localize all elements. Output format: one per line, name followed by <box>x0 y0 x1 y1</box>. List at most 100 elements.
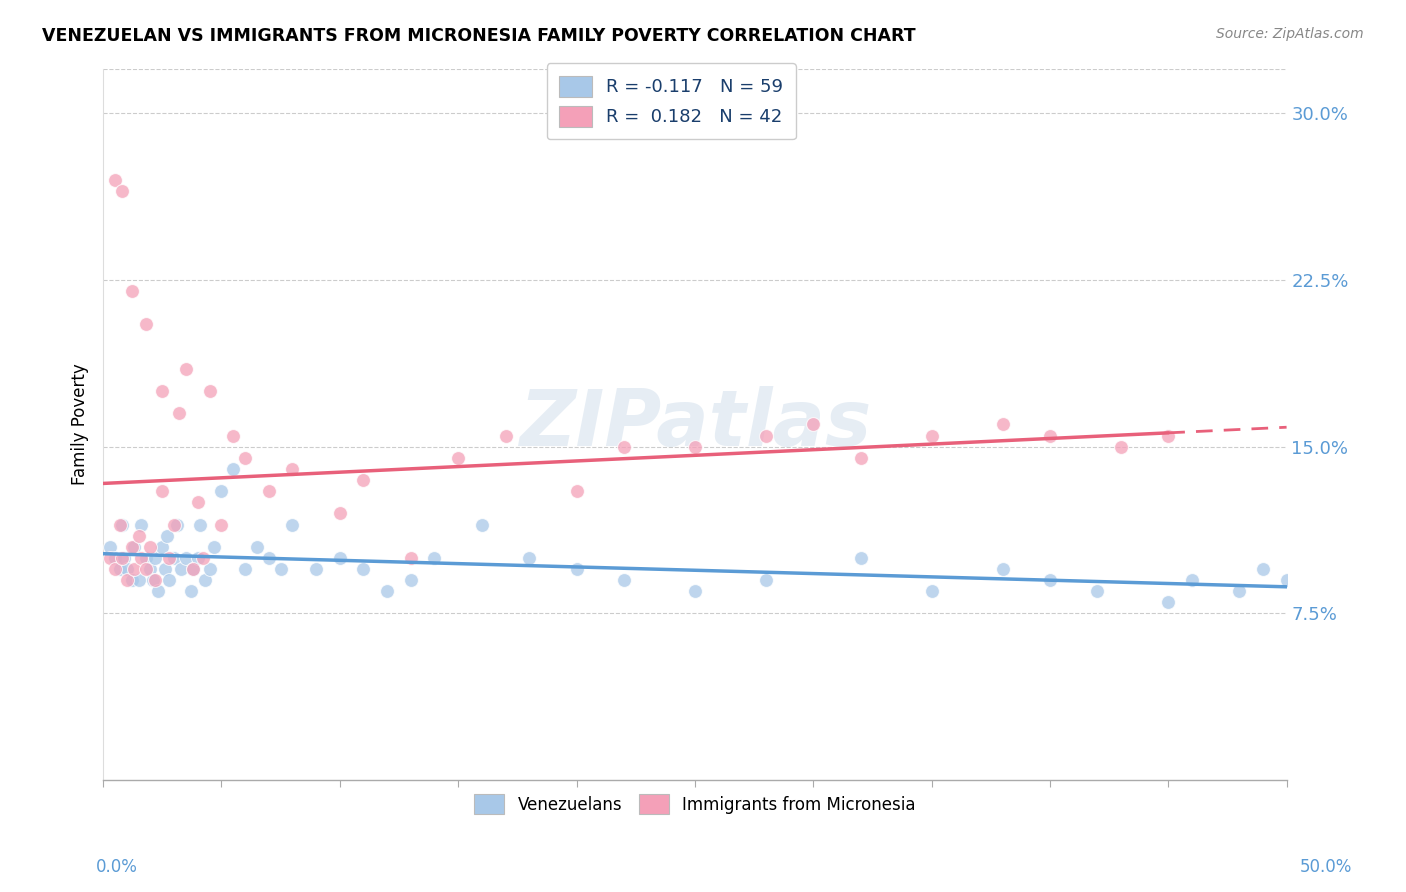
Point <box>423 550 446 565</box>
Point <box>121 540 143 554</box>
Point <box>187 550 209 565</box>
Point <box>991 417 1014 432</box>
Point <box>104 172 127 186</box>
Point <box>233 450 256 465</box>
Point <box>104 550 127 565</box>
Point <box>181 562 204 576</box>
Point <box>121 573 143 587</box>
Point <box>1181 573 1204 587</box>
Point <box>167 406 190 420</box>
Point <box>180 584 202 599</box>
Point <box>565 484 588 499</box>
Point <box>198 562 221 576</box>
Point <box>121 284 143 298</box>
Point <box>1275 573 1298 587</box>
Point <box>755 573 778 587</box>
Point <box>801 417 824 432</box>
Text: Source: ZipAtlas.com: Source: ZipAtlas.com <box>1216 27 1364 41</box>
Point <box>849 450 872 465</box>
Point <box>613 573 636 587</box>
Point <box>187 495 209 509</box>
Text: 50.0%: 50.0% <box>1301 858 1353 876</box>
Point <box>1157 428 1180 442</box>
Point <box>1251 562 1274 576</box>
Point <box>166 517 188 532</box>
Point <box>565 562 588 576</box>
Point <box>755 428 778 442</box>
Point <box>246 540 269 554</box>
Point <box>353 562 375 576</box>
Point <box>191 550 214 565</box>
Point <box>198 384 221 398</box>
Point <box>399 550 422 565</box>
Point <box>157 573 180 587</box>
Point <box>146 584 169 599</box>
Point <box>211 517 233 532</box>
Text: VENEZUELAN VS IMMIGRANTS FROM MICRONESIA FAMILY POVERTY CORRELATION CHART: VENEZUELAN VS IMMIGRANTS FROM MICRONESIA… <box>42 27 915 45</box>
Point <box>98 550 121 565</box>
Point <box>129 550 152 565</box>
Point <box>150 384 173 398</box>
Point <box>142 573 165 587</box>
Y-axis label: Family Poverty: Family Poverty <box>72 364 89 485</box>
Point <box>194 573 217 587</box>
Point <box>329 507 352 521</box>
Point <box>1039 573 1062 587</box>
Point <box>991 562 1014 576</box>
Point <box>257 484 280 499</box>
Point <box>129 517 152 532</box>
Point <box>157 550 180 565</box>
Point <box>281 517 304 532</box>
Point <box>849 550 872 565</box>
Point <box>98 540 121 554</box>
Point <box>222 462 245 476</box>
Point <box>921 428 943 442</box>
Point <box>683 440 706 454</box>
Legend: Venezuelans, Immigrants from Micronesia: Venezuelans, Immigrants from Micronesia <box>463 783 927 825</box>
Point <box>447 450 470 465</box>
Point <box>495 428 517 442</box>
Point <box>281 462 304 476</box>
Point <box>1085 584 1108 599</box>
Point <box>114 550 136 565</box>
Point <box>156 528 179 542</box>
Point <box>135 550 157 565</box>
Point <box>399 573 422 587</box>
Point <box>139 540 162 554</box>
Point <box>1227 584 1250 599</box>
Point <box>111 550 134 565</box>
Point <box>104 562 127 576</box>
Point <box>111 517 134 532</box>
Point <box>222 428 245 442</box>
Point <box>111 184 134 198</box>
Point <box>170 562 193 576</box>
Point <box>115 573 138 587</box>
Point <box>150 540 173 554</box>
Point <box>150 484 173 499</box>
Point <box>135 318 157 332</box>
Point <box>233 562 256 576</box>
Point <box>108 517 131 532</box>
Point <box>181 562 204 576</box>
Point <box>143 550 166 565</box>
Point <box>305 562 328 576</box>
Point <box>135 562 157 576</box>
Point <box>115 562 138 576</box>
Point <box>153 562 176 576</box>
Point <box>1109 440 1132 454</box>
Point <box>108 562 131 576</box>
Point <box>122 562 145 576</box>
Point <box>270 562 292 576</box>
Point <box>174 550 197 565</box>
Point <box>128 528 150 542</box>
Point <box>211 484 233 499</box>
Point <box>1039 428 1062 442</box>
Point <box>353 473 375 487</box>
Point <box>128 573 150 587</box>
Point <box>257 550 280 565</box>
Point <box>163 517 186 532</box>
Point <box>174 361 197 376</box>
Point <box>122 540 145 554</box>
Point <box>329 550 352 565</box>
Point <box>517 550 540 565</box>
